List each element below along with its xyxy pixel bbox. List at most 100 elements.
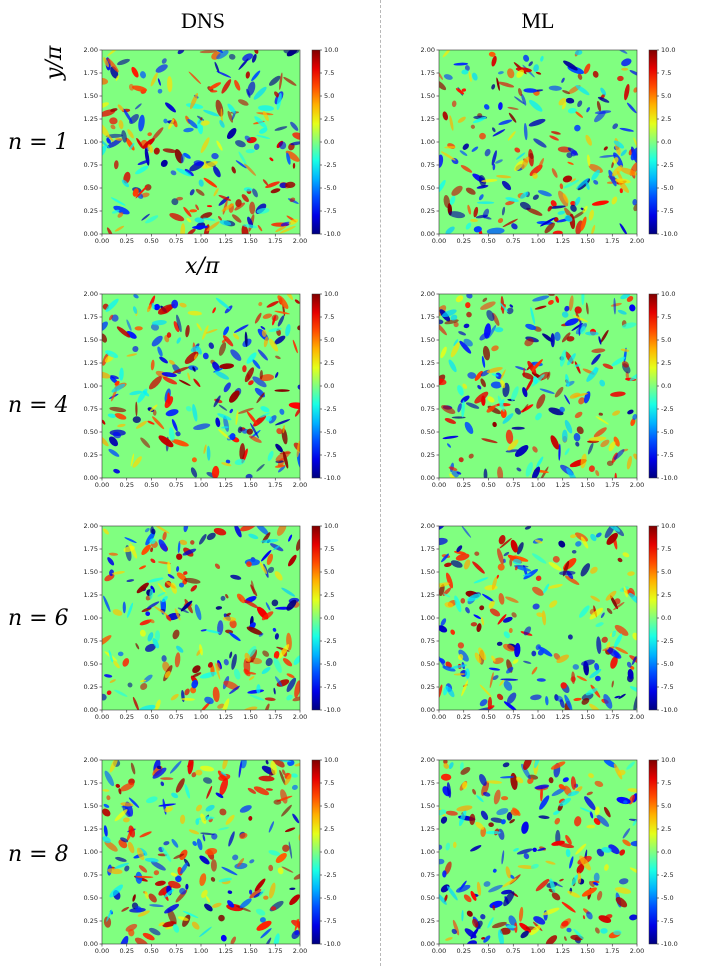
vortex-mark (212, 686, 220, 703)
vortex-mark (195, 818, 200, 825)
vortex-mark (473, 577, 489, 584)
vortex-mark (191, 772, 197, 778)
vortex-mark (261, 611, 274, 621)
vortex-mark (288, 534, 293, 542)
vortex-mark (200, 212, 213, 219)
vortex-mark (523, 573, 532, 577)
vortex-mark (247, 787, 257, 794)
vortex-mark (161, 846, 172, 862)
vortex-mark (288, 554, 297, 567)
vortex-mark (151, 127, 164, 141)
vortex-mark (187, 372, 191, 381)
vortex-mark (622, 552, 630, 558)
vortex-mark (221, 203, 234, 212)
x-tick-label: 1.25 (556, 481, 570, 489)
vortex-mark (188, 71, 202, 85)
vortex-mark (192, 841, 197, 846)
vortex-mark (179, 888, 187, 895)
colorbar-tick-label: -10.0 (324, 474, 341, 482)
vortex-mark (492, 921, 507, 929)
vortex-mark (211, 152, 219, 160)
colorbar-tick-label: 0.0 (324, 138, 334, 146)
vortex-mark (277, 465, 286, 473)
vortex-mark (611, 356, 626, 367)
colorbar-tick-label: -5.0 (661, 184, 674, 192)
vortex-mark (168, 427, 175, 441)
vortex-mark (105, 298, 119, 312)
vortex-mark (466, 910, 473, 917)
vortex-mark (514, 566, 518, 571)
colorbar-tick-label: 0.0 (661, 382, 671, 390)
colorbar-tick-label: 5.0 (324, 336, 334, 344)
vortex-mark (146, 304, 152, 313)
vortex-mark (488, 600, 495, 609)
vortex-mark (550, 200, 557, 207)
vortex-mark (277, 867, 284, 875)
vortex-mark (221, 698, 230, 710)
vortex-mark (461, 400, 465, 418)
vortex-mark (497, 828, 505, 840)
vortex-mark (511, 223, 518, 230)
vortex-mark (191, 457, 197, 463)
x-tick-label: 0.50 (144, 237, 158, 245)
vortex-mark (202, 834, 206, 842)
vortex-mark (624, 83, 630, 101)
vortex-mark (142, 138, 155, 149)
vortex-mark (603, 760, 617, 768)
vortex-mark (267, 450, 274, 461)
vortex-mark (564, 305, 570, 312)
vortex-mark (581, 294, 585, 306)
vortex-mark (446, 782, 452, 798)
vortex-mark (118, 788, 122, 795)
vortex-mark (265, 181, 280, 189)
x-tick-label: 2.00 (630, 481, 644, 489)
vortex-mark (292, 162, 296, 169)
vortex-mark (171, 838, 179, 848)
vortex-mark (158, 921, 165, 927)
vortex-mark (107, 868, 123, 875)
vortex-mark (567, 353, 576, 366)
vortex-mark (592, 70, 599, 78)
vortex-mark (149, 904, 164, 908)
vortex-mark (190, 467, 198, 478)
vortex-mark (255, 908, 266, 916)
vortex-mark (503, 701, 518, 710)
vortex-mark (102, 145, 107, 157)
vortex-mark (536, 394, 546, 409)
vortex-mark (621, 58, 632, 67)
vortex-mark (275, 443, 283, 453)
vortex-mark (147, 144, 154, 153)
colorbar-tick-label: 5.0 (661, 92, 671, 100)
vortex-mark (598, 336, 602, 345)
vortex-mark (216, 70, 232, 78)
vortex-mark (503, 631, 510, 639)
vortex-mark (620, 167, 637, 176)
x-tick-label: 1.50 (243, 481, 257, 489)
x-tick-label: 2.00 (630, 237, 644, 245)
vortex-mark (554, 331, 561, 341)
vortex-mark (230, 936, 237, 944)
vortex-mark (164, 903, 180, 914)
vortex-mark (549, 878, 556, 893)
vortex-mark (198, 179, 204, 187)
vortex-mark (455, 884, 471, 893)
vortex-mark (234, 526, 242, 538)
vortex-mark (574, 816, 582, 827)
vortex-mark (140, 683, 148, 690)
vortex-mark (505, 197, 519, 203)
vortex-mark (142, 390, 150, 397)
colorbar-tick-label: 7.5 (324, 545, 334, 553)
vortex-mark (450, 560, 463, 568)
vortex-mark (176, 572, 187, 581)
vortex-mark (561, 920, 569, 927)
vortex-mark (497, 218, 504, 224)
vortex-mark (574, 361, 581, 374)
vortex-mark (102, 137, 110, 149)
vortex-mark (246, 626, 263, 636)
vortex-mark (171, 792, 179, 799)
vortex-mark (157, 346, 163, 357)
vortex-mark (491, 345, 499, 352)
vortex-mark (260, 539, 279, 543)
vortex-mark (485, 830, 501, 835)
vortex-mark (169, 212, 185, 222)
